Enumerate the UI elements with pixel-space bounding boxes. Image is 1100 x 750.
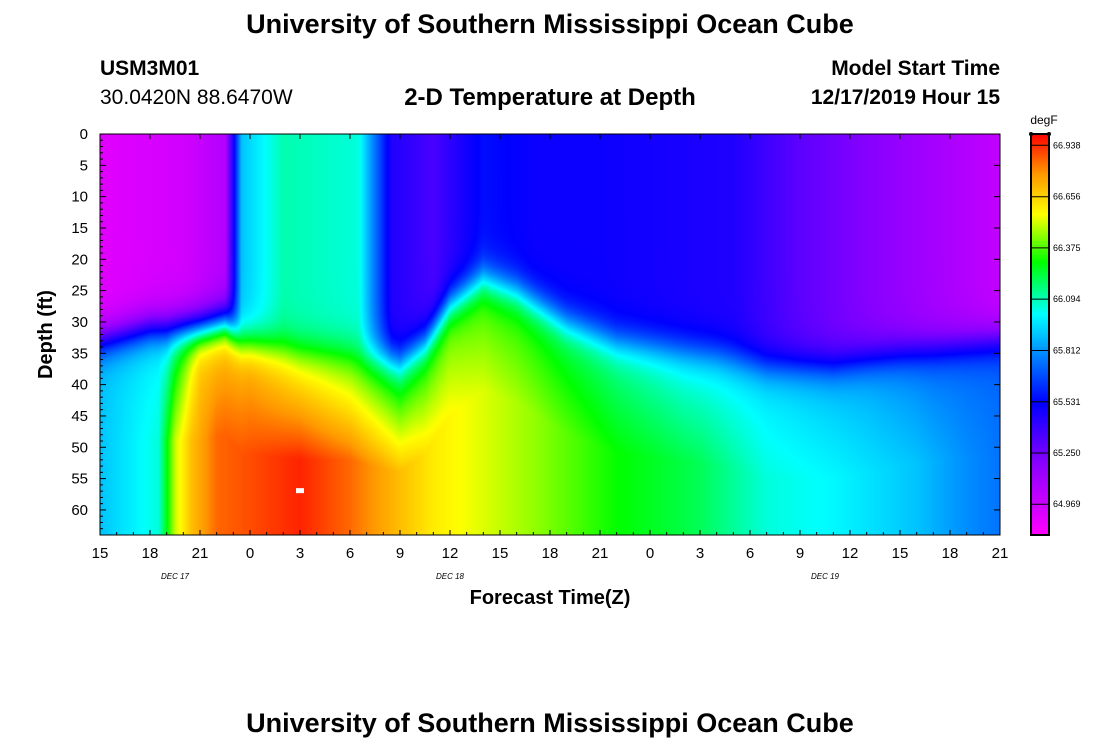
x-tick-label: 0 (646, 545, 654, 562)
y-tick-label: 40 (71, 377, 88, 394)
x-tick-label: 15 (92, 545, 109, 562)
x-tick-label: 18 (542, 545, 559, 562)
colorbar-corner-dot (1029, 132, 1033, 136)
y-tick-label: 0 (80, 126, 88, 143)
colorbar-tick-label: 65.531 (1053, 397, 1081, 407)
station-id: USM3M01 (100, 57, 200, 80)
x-tick-label: 3 (296, 545, 304, 562)
footer-title: University of Southern Mississippi Ocean… (246, 708, 854, 738)
colorbar-tick-label: 66.938 (1053, 140, 1081, 150)
colorbar-tick-label: 65.812 (1053, 346, 1081, 356)
x-tick-label: 9 (396, 545, 404, 562)
y-tick-label: 5 (80, 157, 88, 174)
x-tick-label: 0 (246, 545, 254, 562)
x-axis-label: Forecast Time(Z) (470, 587, 631, 609)
y-tick-label: 30 (71, 314, 88, 331)
y-tick-label: 50 (71, 439, 88, 456)
chart-subtitle: 2-D Temperature at Depth (404, 84, 696, 111)
date-label: DEC 17 (161, 572, 190, 581)
x-tick-label: 15 (492, 545, 509, 562)
date-label: DEC 18 (436, 572, 465, 581)
colorbar-unit: degF (1030, 113, 1057, 127)
x-tick-label: 18 (942, 545, 959, 562)
station-coordinates: 30.0420N 88.6470W (100, 86, 293, 109)
y-tick-label: 25 (71, 283, 88, 300)
x-tick-label: 3 (696, 545, 704, 562)
x-tick-label: 9 (796, 545, 804, 562)
x-tick-label: 6 (346, 545, 354, 562)
colorbar-tick-label: 64.969 (1053, 499, 1081, 509)
colorbar (1030, 133, 1050, 536)
y-tick-label: 15 (71, 220, 88, 237)
date-label: DEC 19 (811, 572, 840, 581)
page-title: University of Southern Mississippi Ocean… (246, 9, 854, 39)
y-tick-label: 20 (71, 251, 88, 268)
x-tick-label: 21 (992, 545, 1009, 562)
y-tick-label: 55 (71, 471, 88, 488)
x-tick-label: 12 (842, 545, 859, 562)
colorbar-tick-label: 66.656 (1053, 192, 1081, 202)
y-tick-label: 35 (71, 345, 88, 362)
x-tick-label: 15 (892, 545, 909, 562)
x-tick-label: 21 (592, 545, 609, 562)
y-tick-label: 45 (71, 408, 88, 425)
model-start-value: 12/17/2019 Hour 15 (810, 86, 1000, 109)
model-start-label: Model Start Time (831, 57, 1000, 80)
x-tick-label: 6 (746, 545, 754, 562)
colorbar-tick-label: 65.250 (1053, 448, 1081, 458)
y-tick-label: 10 (71, 189, 88, 206)
max-temp-marker (296, 488, 304, 494)
colorbar-corner-dot (1047, 132, 1051, 136)
colorbar-tick-label: 66.375 (1053, 243, 1081, 253)
x-tick-label: 18 (142, 545, 159, 562)
x-tick-label: 21 (192, 545, 209, 562)
x-tick-label: 12 (442, 545, 459, 562)
y-tick-label: 60 (71, 502, 88, 519)
y-axis-label: Depth (ft) (35, 290, 57, 379)
colorbar-tick-label: 66.094 (1053, 294, 1081, 304)
